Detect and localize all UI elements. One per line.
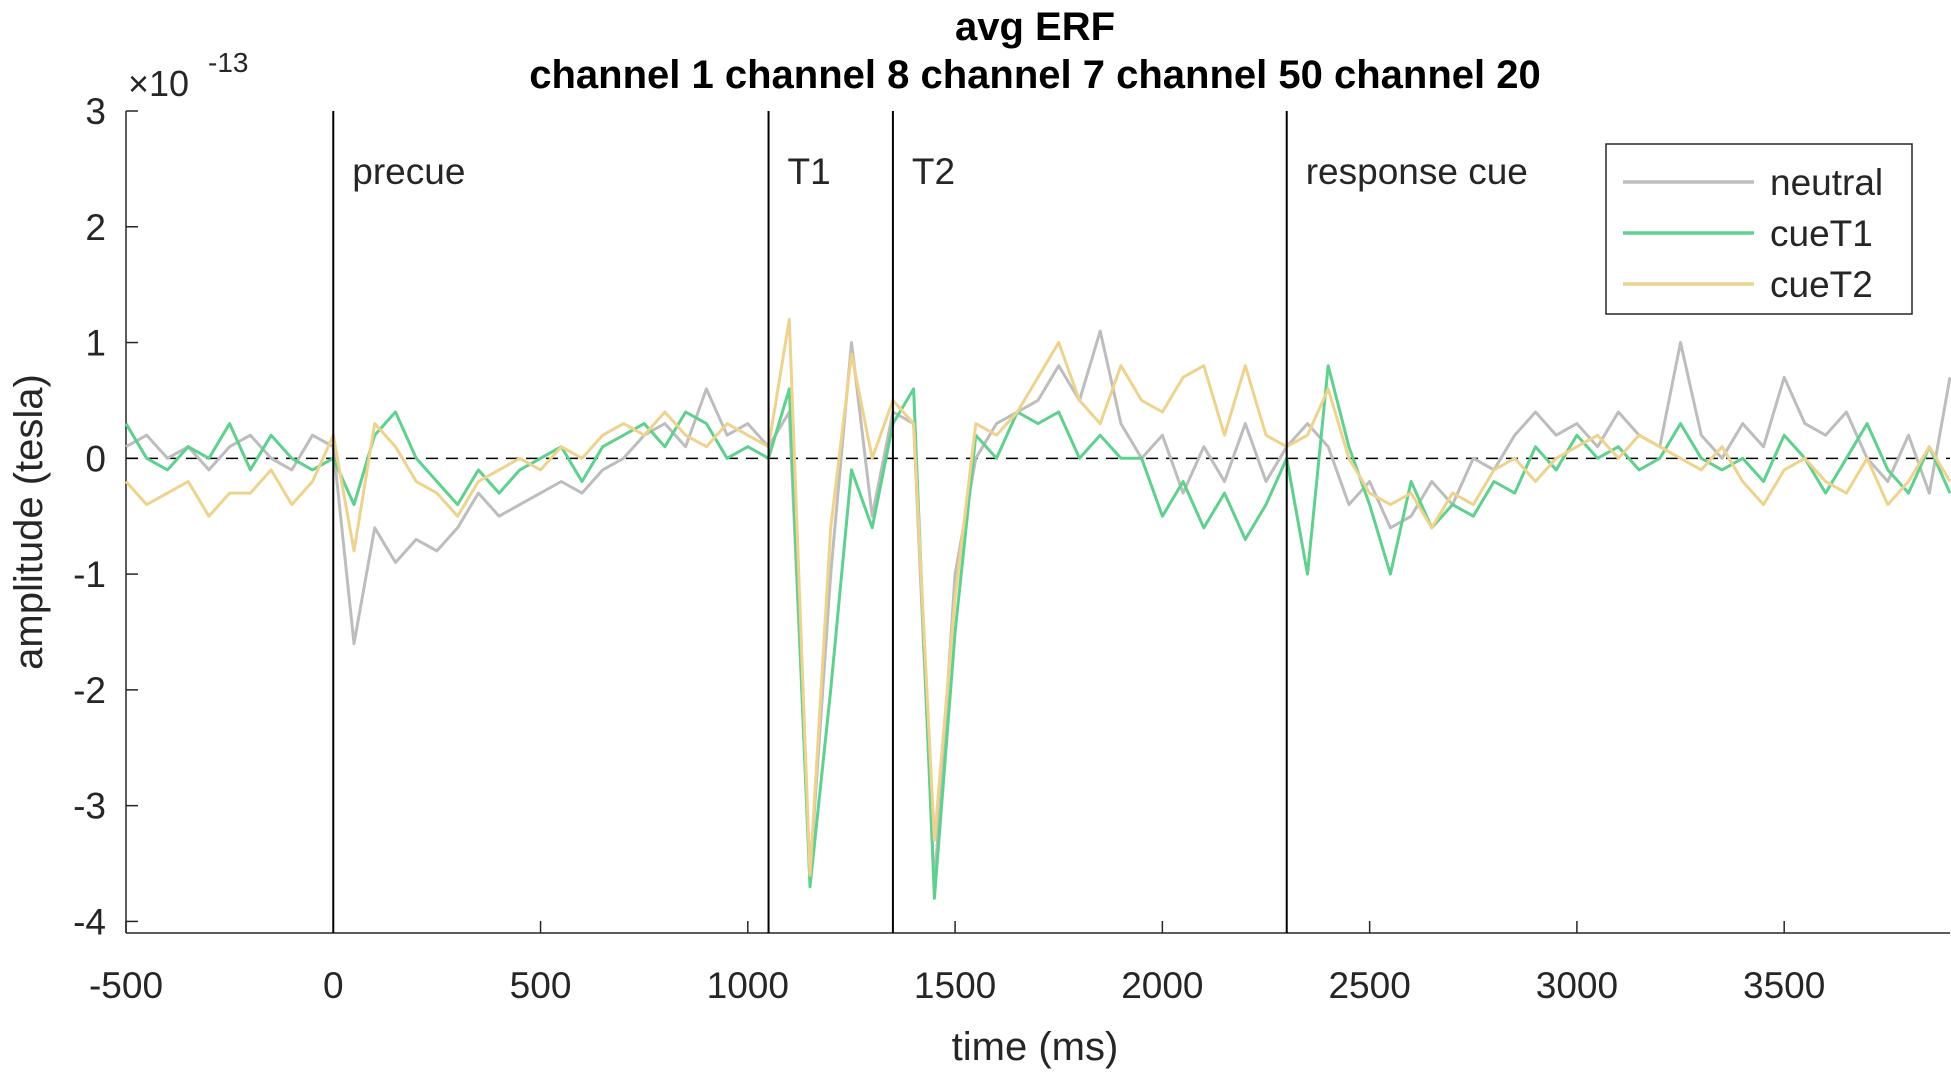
- chart-title: avg ERF: [955, 5, 1115, 49]
- event-label: T1: [788, 151, 831, 192]
- x-tick-label: 1500: [914, 965, 996, 1006]
- x-tick-label: 0: [323, 965, 344, 1006]
- x-tick-label: 3000: [1536, 965, 1618, 1006]
- x-tick-label: 2000: [1121, 965, 1203, 1006]
- series-line: [124, 317, 1951, 877]
- y-tick-label: 0: [85, 438, 106, 479]
- y-tick-label: 3: [85, 91, 106, 132]
- legend-label: cueT1: [1770, 213, 1873, 254]
- y-tick-label: 2: [85, 207, 106, 248]
- y-tick-label: -1: [73, 554, 106, 595]
- event-label: response cue: [1306, 151, 1528, 192]
- x-axis-label: time (ms): [952, 1025, 1119, 1069]
- x-tick-label: -500: [89, 965, 163, 1006]
- chart-subtitle: channel 1 channel 8 channel 7 channel 50…: [529, 53, 1541, 97]
- x-tick-label: 3500: [1743, 965, 1825, 1006]
- y-axis-label: amplitude (tesla): [7, 374, 51, 670]
- y-tick-label: -4: [73, 901, 106, 942]
- y-multiplier-exponent: -13: [208, 47, 248, 78]
- legend-label: neutral: [1770, 162, 1883, 203]
- x-tick-label: 2500: [1328, 965, 1410, 1006]
- event-label: precue: [352, 151, 465, 192]
- x-tick-label: 500: [510, 965, 572, 1006]
- y-tick-label: -3: [73, 786, 106, 827]
- y-tick-label: -2: [73, 670, 106, 711]
- series-line: [124, 364, 1951, 900]
- series-line: [125, 329, 1951, 889]
- x-tick-label: 1000: [707, 965, 789, 1006]
- y-tick-label: 1: [85, 323, 106, 364]
- legend-label: cueT2: [1770, 264, 1873, 305]
- event-label: T2: [912, 151, 955, 192]
- y-multiplier: ×10: [128, 63, 189, 104]
